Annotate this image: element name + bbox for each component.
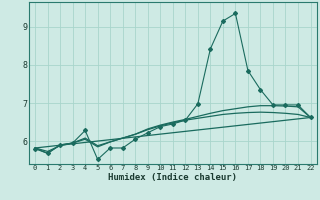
X-axis label: Humidex (Indice chaleur): Humidex (Indice chaleur) bbox=[108, 173, 237, 182]
